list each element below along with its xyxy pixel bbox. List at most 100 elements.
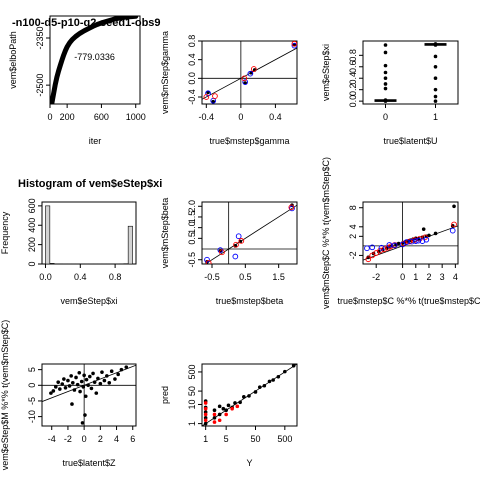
histogram-bar xyxy=(49,263,55,264)
identity-line xyxy=(204,204,297,264)
x-tick-label: -0.5 xyxy=(204,272,220,282)
y-tick-label: 50 xyxy=(187,386,197,396)
scatter-point xyxy=(70,380,75,385)
x-tick-label: 500 xyxy=(277,434,292,444)
scatter-point xyxy=(89,386,94,391)
plot-frame xyxy=(362,201,459,265)
scatter-point xyxy=(224,412,228,417)
scatter-point xyxy=(217,404,222,409)
x-tick-label: 0.4 xyxy=(74,272,87,282)
scatter-point-open xyxy=(203,94,210,100)
scatter-point-open xyxy=(406,238,413,245)
elbo-point xyxy=(50,102,54,104)
scatter-point xyxy=(124,365,129,369)
y-axis-label: vem$mStep$C %*% t(vem$mStep$C) xyxy=(321,157,331,309)
scatter-point xyxy=(433,94,438,99)
y-tick-label: -2 xyxy=(348,251,358,259)
scatter-point xyxy=(253,390,258,394)
scatter-point xyxy=(242,395,246,399)
scatter-point xyxy=(383,70,388,75)
x-tick-label: 4 xyxy=(114,434,119,444)
elbo-point xyxy=(103,19,108,24)
scatter-point xyxy=(75,382,80,387)
elbo-point xyxy=(129,16,134,19)
scatter-point xyxy=(58,387,62,391)
scatter-point-open xyxy=(451,221,457,228)
scatter-point xyxy=(92,380,97,384)
identity-line xyxy=(202,47,297,100)
scatter-point-open xyxy=(250,66,257,72)
y-tick-label: -2500 xyxy=(35,74,45,97)
x-axis-label: true$latent$Z xyxy=(62,458,116,468)
elbo-point xyxy=(65,44,70,49)
scatter-point xyxy=(102,378,107,383)
scatter-point xyxy=(82,373,86,378)
scatter-point xyxy=(421,227,426,231)
y-tick-label: 0.6 xyxy=(348,61,358,74)
y-tick-label: 0 xyxy=(27,383,37,388)
marks-layer xyxy=(202,41,297,104)
scatter-point xyxy=(226,403,231,408)
y-tick-label: 2 xyxy=(348,234,358,239)
x-tick-label: 0 xyxy=(383,112,388,122)
identity-line xyxy=(42,364,136,402)
chart-panel-p5: -0.5 0.5 1.5-0.50.51.01.52.0true$mstep$bet… xyxy=(160,198,298,306)
x-tick-label: 600 xyxy=(94,112,109,122)
chart-panel-p2: -0.4 0 0.4 -0.4 0.0 0.4 0.8 true$mstep$gamma vem… xyxy=(160,31,298,146)
scatter-point xyxy=(79,379,84,384)
marks-layer xyxy=(374,42,447,103)
scatter-point xyxy=(80,421,85,425)
x-axis-label: true$mstep$beta xyxy=(216,296,284,306)
scatter-point xyxy=(113,377,117,381)
scatter-point xyxy=(60,382,65,386)
scatter-point-open xyxy=(204,256,210,263)
elbo-point xyxy=(120,16,125,20)
y-tick-label: 5 xyxy=(27,367,37,372)
y-tick-label: 0.0 xyxy=(348,95,358,108)
histogram-bar xyxy=(127,225,133,264)
scatter-point xyxy=(230,406,234,411)
x-axis-label: Y xyxy=(246,458,252,468)
scatter-point xyxy=(276,374,281,379)
chart-panel-p3: 0 1 0.00.20.40.60.8 true$latent$U vem$eStep$… xyxy=(321,40,459,146)
identity-line xyxy=(363,225,458,261)
x-tick-label: 1 xyxy=(413,272,418,282)
scatter-point xyxy=(217,412,222,417)
marks-layer xyxy=(50,16,139,104)
x-tick-label: 0.0 xyxy=(39,272,52,282)
scatter-point xyxy=(291,364,296,368)
y-tick-label: 0 xyxy=(27,261,37,266)
scatter-point-open xyxy=(247,70,254,77)
elbo-point xyxy=(61,52,66,57)
scatter-point xyxy=(212,408,217,413)
x-axis-label: true$latent$U xyxy=(383,136,437,146)
scatter-point xyxy=(433,76,438,81)
scatter-point xyxy=(100,370,104,374)
histogram-bar xyxy=(75,263,81,264)
x-tick-label: -0.4 xyxy=(199,112,215,122)
x-axis-label: iter xyxy=(89,136,102,146)
chart-panel-p4: 0.0 0.4 0.8 0 200 400 600 vem$eStep$xi Frequency… xyxy=(0,178,162,306)
scatter-point xyxy=(203,421,208,426)
scatter-point xyxy=(221,406,226,411)
scatter-point xyxy=(86,383,90,388)
y-tick-label: -0.4 xyxy=(187,89,197,105)
x-tick-label: 0.8 xyxy=(109,272,122,282)
scatter-point xyxy=(78,389,82,394)
scatter-point-open xyxy=(241,75,248,82)
y-axis-label: vem$mStep$gamma xyxy=(160,31,170,114)
scatter-point-open xyxy=(233,241,239,248)
scatter-point xyxy=(105,374,109,378)
scatter-point-open xyxy=(391,242,398,249)
x-tick-label: 3 xyxy=(440,272,445,282)
elbo-annotation: -779.0336 xyxy=(74,52,115,62)
marks-layer xyxy=(363,202,458,264)
plot-frame xyxy=(49,15,141,105)
scatter-point xyxy=(88,374,92,379)
scatter-point-open xyxy=(369,244,376,251)
scatter-point xyxy=(224,408,228,413)
y-axis-label: Frequency xyxy=(0,211,10,254)
scatter-point-open xyxy=(291,42,297,49)
